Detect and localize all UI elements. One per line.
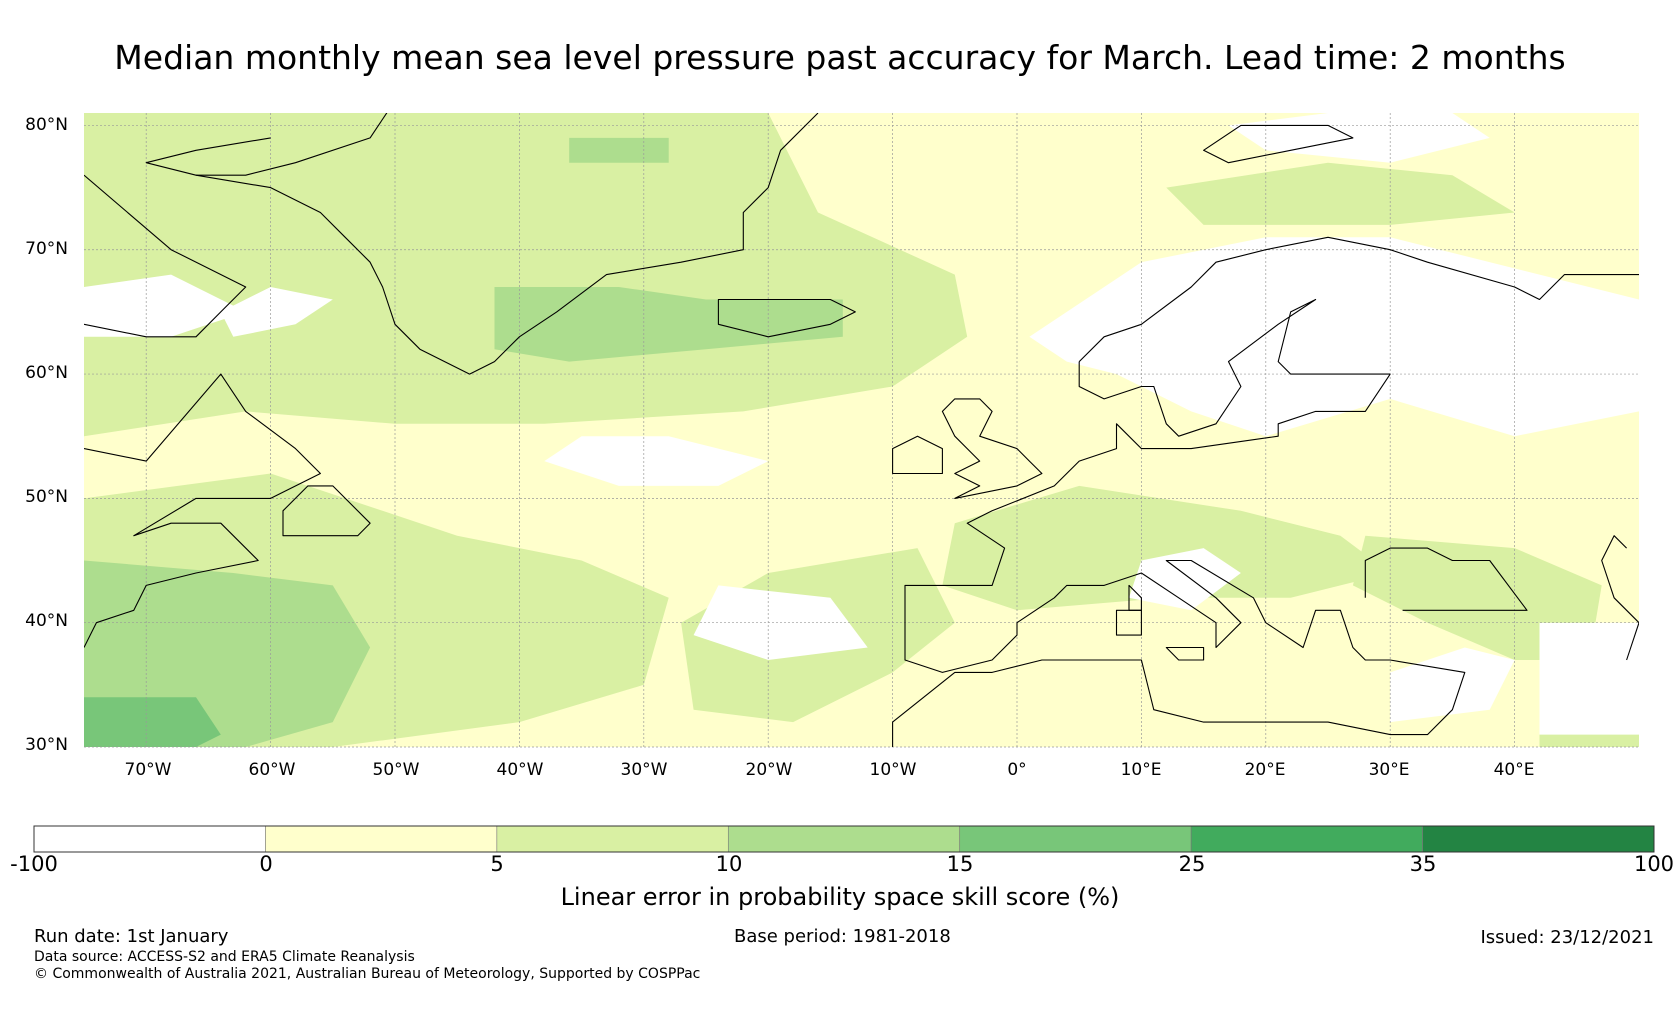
region-mid-atlantic-gap xyxy=(544,436,769,486)
coast-norway-kola xyxy=(1078,236,1639,362)
lon-label-50w: 50°W xyxy=(372,760,420,780)
colorbar-segment xyxy=(1190,825,1423,853)
coast-great-britain xyxy=(941,398,1043,499)
lon-label-10w: 10°W xyxy=(869,760,917,780)
data-source: Data source: ACCESS-S2 and ERA5 Climate … xyxy=(34,949,415,965)
region-labrador-gap xyxy=(220,287,333,337)
lon-label-0: 0° xyxy=(1007,760,1027,780)
coast-europe-africa xyxy=(892,373,1466,747)
lon-label-70w: 70°W xyxy=(124,760,172,780)
colorbar-tick-5: 5 xyxy=(490,852,504,876)
colorbar-tick-35: 35 xyxy=(1409,852,1437,876)
coast-greenland xyxy=(195,113,819,375)
lon-label-20e: 20°E xyxy=(1244,760,1286,780)
colorbar-tick-25: 25 xyxy=(1178,852,1206,876)
colorbar-tick-minus100: -100 xyxy=(10,852,58,876)
chart-title: Median monthly mean sea level pressure p… xyxy=(114,38,1566,77)
graticule xyxy=(84,113,1639,748)
skill-score-field xyxy=(84,113,1639,747)
lat-label-60n: 60°N xyxy=(25,363,68,383)
region-baffin-gap xyxy=(84,274,246,337)
coast-north-america xyxy=(84,373,321,648)
lon-label-60w: 60°W xyxy=(248,760,296,780)
coast-black-sea xyxy=(1364,547,1528,611)
colorbar-tick-15: 15 xyxy=(946,852,974,876)
lon-label-40w: 40°W xyxy=(496,760,544,780)
lat-label-30n: 30°N xyxy=(25,735,68,755)
lon-label-10e: 10°E xyxy=(1120,760,1162,780)
colorbar-frame xyxy=(33,825,1655,853)
region-scandinavia-gap xyxy=(1029,237,1639,437)
colorbar-segment xyxy=(1422,825,1655,853)
region-levant-gap xyxy=(1390,647,1515,723)
coast-baffin xyxy=(84,174,247,338)
colorbar-tick-10: 10 xyxy=(715,852,743,876)
colorbar-tick-0: 0 xyxy=(259,852,273,876)
colorbar-segment xyxy=(265,825,498,853)
colorbar xyxy=(33,825,1655,853)
issued-date: Issued: 23/12/2021 xyxy=(1480,927,1654,948)
coast-ireland xyxy=(892,435,943,475)
colorbar-segment xyxy=(959,825,1192,853)
lon-label-20w: 20°W xyxy=(745,760,793,780)
coast-iceland xyxy=(717,298,856,338)
coast-scandinavia-baltic xyxy=(1078,298,1391,437)
lon-label-40e: 40°E xyxy=(1493,760,1535,780)
copyright: © Commonwealth of Australia 2021, Austra… xyxy=(34,966,701,982)
coast-sicily xyxy=(1165,646,1205,661)
base-period: Base period: 1981-2018 xyxy=(734,926,951,947)
coast-sardinia xyxy=(1115,609,1142,636)
region-middle-east-gap xyxy=(1539,622,1639,735)
region-northwest-atlantic xyxy=(84,113,968,437)
lat-label-50n: 50°N xyxy=(25,487,68,507)
coast-ellesmere xyxy=(145,113,388,176)
run-date: Run date: 1st January xyxy=(34,926,229,947)
coastlines xyxy=(84,113,1639,747)
lon-label-30w: 30°W xyxy=(620,760,668,780)
lat-label-70n: 70°N xyxy=(25,239,68,259)
lon-label-30e: 30°E xyxy=(1368,760,1410,780)
colorbar-segment xyxy=(727,825,961,853)
coast-caspian xyxy=(1601,535,1639,661)
coast-newfoundland xyxy=(282,485,371,537)
lat-label-80n: 80°N xyxy=(25,115,68,135)
region-adriatic-gap xyxy=(1129,548,1241,611)
region-barents xyxy=(1166,162,1515,225)
region-greenland-north xyxy=(569,137,669,163)
colorbar-label: Linear error in probability space skill … xyxy=(560,883,1120,911)
region-sargasso xyxy=(84,697,221,747)
lat-label-40n: 40°N xyxy=(25,611,68,631)
colorbar-tick-100: 100 xyxy=(1633,852,1675,876)
region-denmark-strait xyxy=(494,287,843,362)
region-central-europe xyxy=(942,485,1391,611)
colorbar-segment xyxy=(496,825,729,853)
coast-svalbard xyxy=(1203,124,1354,164)
colorbar-segment xyxy=(33,825,266,853)
